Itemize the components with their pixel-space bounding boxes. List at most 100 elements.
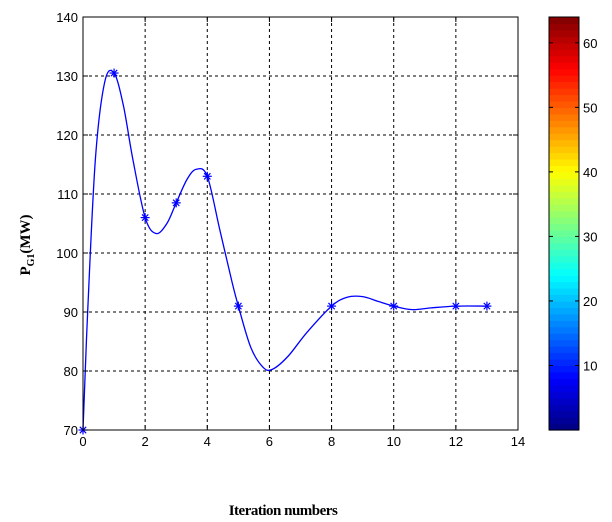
colorbar-segment: [549, 75, 579, 83]
y-axis-label-unit: (MW): [18, 214, 34, 253]
colorbar-segment: [549, 300, 579, 308]
y-tick-label: 70: [64, 423, 78, 438]
colorbar-tick-label: 30: [583, 229, 597, 244]
colorbar-segment: [549, 346, 579, 354]
colorbar-frame: [548, 16, 580, 431]
x-tick-label: 6: [266, 434, 273, 449]
colorbar-segment: [549, 333, 579, 341]
colorbar-segment: [549, 152, 579, 160]
colorbar-segment: [549, 320, 579, 328]
marker-group: [78, 68, 492, 435]
y-tick-label: 130: [56, 69, 78, 84]
colorbar-segment: [549, 275, 579, 283]
x-tick-label: 8: [328, 434, 335, 449]
colorbar-segment: [549, 417, 579, 425]
colorbar-segment: [549, 410, 579, 418]
data-point-marker: [140, 213, 150, 223]
colorbar-segment: [549, 94, 579, 102]
x-tick-label: 0: [79, 434, 86, 449]
colorbar-segment: [549, 352, 579, 360]
colorbar-segment: [549, 404, 579, 412]
colorbar-segment: [549, 307, 579, 315]
colorbar-segment: [549, 268, 579, 276]
colorbar-segment: [549, 229, 579, 238]
colorbar-tick-label: 40: [583, 165, 597, 180]
colorbar-segment: [549, 165, 579, 173]
colorbar-segment: [549, 255, 579, 263]
marker-stroke: [390, 302, 398, 310]
x-axis-label: Iteration numbers: [229, 503, 338, 519]
colorbar-segment: [549, 62, 579, 70]
x-tick-label: 4: [204, 434, 211, 449]
colorbar-segment: [549, 371, 579, 379]
colorbar-segment: [549, 288, 579, 296]
colorbar-segment: [549, 133, 579, 141]
colorbar-tick-label: 60: [583, 36, 597, 51]
colorbar-segment: [549, 29, 579, 37]
colorbar-segment: [549, 223, 579, 231]
colorbar-segment: [549, 384, 579, 392]
colorbar-segment: [549, 120, 579, 128]
colorbar-segment: [549, 81, 579, 89]
series-line: [82, 69, 487, 431]
colorbar-segment: [549, 242, 579, 250]
marker-stroke: [483, 302, 491, 310]
marker-stroke: [234, 302, 242, 310]
colorbar-segment: [549, 184, 579, 192]
colorbar-segment: [549, 126, 579, 134]
colorbar-segment: [549, 146, 579, 154]
marker-stroke: [172, 199, 180, 207]
y-tick-label: 80: [64, 364, 78, 379]
x-tick-label: 12: [449, 434, 463, 449]
colorbar-segment: [549, 391, 579, 399]
colorbar-segment: [549, 339, 579, 347]
colorbar-segment: [549, 313, 579, 321]
marker-stroke: [203, 172, 211, 180]
y-axis-label-sub: G1: [26, 254, 37, 267]
data-point-marker: [171, 198, 181, 208]
colorbar-segment: [549, 113, 579, 121]
colorbar-segment: [549, 326, 579, 334]
colorbar-segment: [549, 191, 579, 199]
y-tick-label: 90: [64, 305, 78, 320]
colorbar-segment: [549, 294, 579, 302]
y-tick-label: 110: [57, 187, 78, 202]
colorbar-segment: [549, 36, 579, 44]
marker-stroke: [327, 302, 336, 310]
colorbar-tick-label: 10: [583, 358, 597, 373]
colorbar-segment: [549, 49, 579, 57]
data-point-marker: [109, 68, 119, 78]
colorbar-tick-label: 20: [583, 294, 597, 309]
colorbar-segment: [549, 178, 579, 186]
marker-stroke: [110, 69, 118, 77]
colorbar-segment: [549, 236, 579, 244]
y-tick-label: 140: [56, 10, 78, 25]
plot-frame: [82, 16, 519, 431]
colorbar-segment: [549, 217, 579, 225]
colorbar-segment: [549, 397, 579, 405]
colorbar-segment: [549, 23, 579, 31]
colorbar-segment: [549, 158, 579, 167]
data-point-marker: [482, 301, 492, 311]
axis-ticks: 0 2 4 6 8 10 12 14 70 80 90 100 110 120 130 140: [56, 10, 525, 449]
marker-stroke: [141, 214, 149, 222]
y-tick-label: 120: [56, 128, 78, 143]
colorbar-segment: [549, 359, 579, 367]
colorbar-segment: [549, 100, 579, 108]
colorbar-segment: [549, 210, 579, 218]
x-tick-label: 14: [511, 434, 525, 449]
colorbar-segment: [549, 87, 579, 96]
data-point-marker: [451, 301, 461, 311]
colorbar-segment: [549, 249, 579, 257]
colorbar-segment: [549, 281, 579, 289]
colorbar-segment: [549, 17, 579, 25]
colorbar-segment: [549, 68, 579, 76]
data-point-marker: [202, 171, 212, 181]
data-point-marker: [233, 301, 243, 311]
series-line-group: [82, 69, 487, 431]
colorbar-segment: [549, 171, 579, 179]
colorbar-segment: [549, 55, 579, 63]
colorbar-segment: [549, 42, 579, 50]
colorbar-segment: [549, 423, 579, 431]
